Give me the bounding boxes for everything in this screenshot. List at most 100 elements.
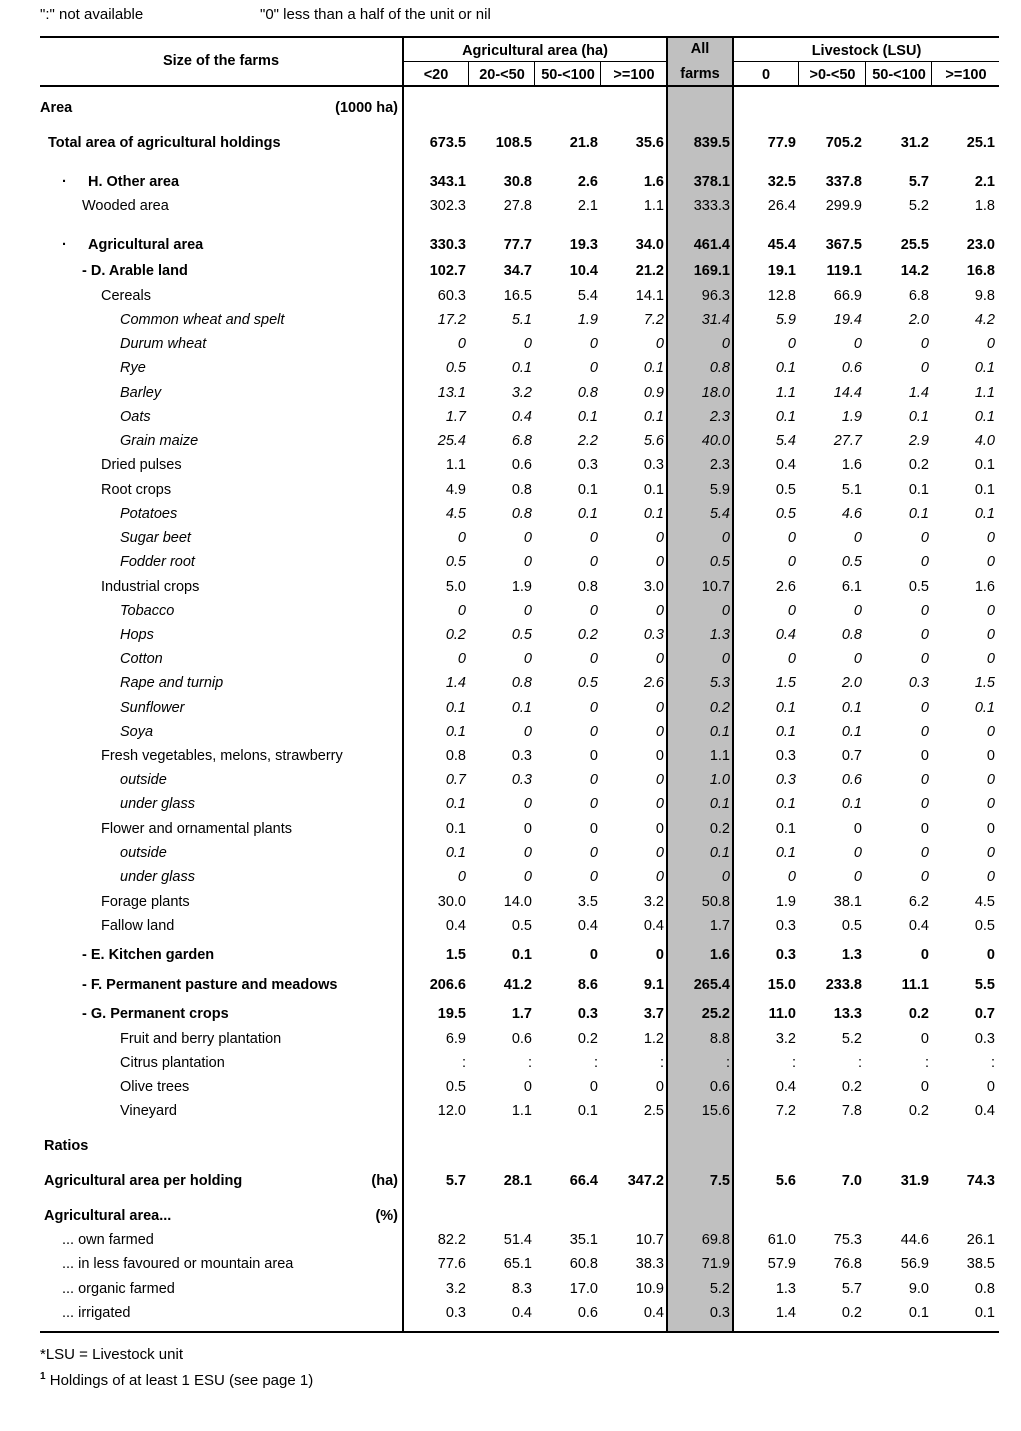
label-column-rule	[402, 36, 404, 1332]
table-cell: 0.9	[643, 385, 664, 401]
table-cell: 40.0	[701, 433, 730, 449]
table-cell: 0.6	[841, 772, 862, 788]
table-cell: 0	[655, 869, 664, 885]
all-farms-header-top: All	[690, 41, 710, 57]
table-cell: 302.3	[429, 198, 466, 214]
table-cell: 3.0	[643, 579, 664, 595]
lsu-subheader-rule	[733, 61, 999, 62]
table-cell: 1.3	[841, 947, 862, 963]
table-cell: 0	[920, 845, 929, 861]
table-cell: 0.4	[643, 918, 664, 934]
table-cell: 0	[523, 845, 532, 861]
table-cell: 0	[920, 700, 929, 716]
footnote-marker: 1	[40, 1371, 46, 1382]
table-cell: 0.2	[709, 700, 730, 716]
table-cell: 0	[589, 772, 598, 788]
table-row: Root crops 4.9 0.8 0.1 0.1 5.9 0.5 5.1 0.1 0.1	[40, 482, 999, 504]
table-cell: 0	[589, 821, 598, 837]
subheader-divider	[600, 62, 601, 86]
table-row: Citrus plantation:::::::::	[40, 1055, 999, 1077]
table-cell: 0	[986, 772, 995, 788]
table-cell: 0.1	[775, 796, 796, 812]
table-row: Barley 13.1 3.2 0.8 0.9 18.0 1.1 14.4 1.4 1.1	[40, 385, 999, 407]
row-label: Soya	[120, 724, 154, 740]
row-unit: (%)	[375, 1208, 398, 1224]
table-cell: 0.1	[445, 724, 466, 740]
table-cell: 0	[589, 748, 598, 764]
table-row: Sugar beet 0 0 0 0 0 0 0 0 0	[40, 530, 999, 552]
row-label: Fodder root	[120, 554, 195, 570]
table-cell: 0.1	[445, 796, 466, 812]
table-cell: 5.6	[775, 1173, 796, 1189]
table-row: Fresh vegetables, melons, strawberry 0.8 0…	[40, 748, 999, 770]
row-label: Rye	[120, 360, 146, 376]
table-cell: 4.5	[974, 894, 995, 910]
table-cell: 0	[986, 748, 995, 764]
table-cell: 0	[986, 796, 995, 812]
table-cell: 0	[589, 947, 598, 963]
table-cell: 0	[655, 1079, 664, 1095]
table-row: - G. Permanent crops 19.5 1.7 0.3 3.7 25.2 11.…	[40, 1006, 999, 1028]
table-cell: 0	[920, 1079, 929, 1095]
table-row: Industrial crops 5.0 1.9 0.8 3.0 10.7 2.6 6.1 0.…	[40, 579, 999, 601]
table-row: Vineyard 12.0 1.1 0.1 2.5 15.6 7.2 7.8 0.2 0.4	[40, 1103, 999, 1125]
table-cell: 0.1	[974, 457, 995, 473]
table-row: Total area of agricultural holdings 673.5…	[40, 135, 999, 157]
table-cell: 6.8	[511, 433, 532, 449]
table-cell: 1.5	[445, 947, 466, 963]
table-row: under glass 0 0 0 0 0 0 0 0 0	[40, 869, 999, 891]
table-cell: 0	[655, 336, 664, 352]
table-cell: 0	[721, 651, 730, 667]
table-cell: 1.4	[445, 675, 466, 691]
table-cell: 0.6	[511, 1031, 532, 1047]
row-label: Cotton	[120, 651, 163, 667]
table-cell: 0	[920, 603, 929, 619]
table-cell: 1.9	[511, 579, 532, 595]
table-cell: 0	[920, 947, 929, 963]
subheader-agri-lt20: <20	[423, 67, 449, 83]
table-cell: 1.5	[775, 675, 796, 691]
table-row: Tobacco 0 0 0 0 0 0 0 0 0	[40, 603, 999, 625]
table-cell: 0	[523, 651, 532, 667]
table-cell: 0.5	[445, 360, 466, 376]
table-cell: 0	[920, 772, 929, 788]
table-cell: 0	[986, 651, 995, 667]
table-cell: 0	[457, 869, 466, 885]
table-cell: 1.1	[511, 1103, 532, 1119]
table-cell: :	[659, 1055, 664, 1071]
table-cell: 0	[523, 603, 532, 619]
row-label: Cereals	[101, 288, 151, 304]
table-cell: 50.8	[701, 894, 730, 910]
table-cell: 0	[721, 869, 730, 885]
table-cell: 21.8	[569, 135, 598, 151]
table-cell: 19.3	[569, 237, 598, 253]
table-cell: 2.6	[775, 579, 796, 595]
table-cell: 28.1	[503, 1173, 532, 1189]
table-cell: 27.7	[833, 433, 862, 449]
table-cell: 233.8	[825, 977, 862, 993]
table-cell: 0.5	[577, 675, 598, 691]
table-cell: 8.8	[709, 1031, 730, 1047]
table-cell: 25.4	[437, 433, 466, 449]
table-cell: 0	[787, 336, 796, 352]
table-cell: 0	[787, 869, 796, 885]
table-cell: 0	[655, 772, 664, 788]
table-cell: 3.2	[643, 894, 664, 910]
row-label: outside	[120, 845, 167, 861]
table-cell: 9.0	[908, 1281, 929, 1297]
table-cell: 2.1	[577, 198, 598, 214]
table-cell: 1.1	[643, 198, 664, 214]
table-cell: 0	[986, 627, 995, 643]
table-cell: 18.0	[701, 385, 730, 401]
table-cell: 3.2	[775, 1031, 796, 1047]
table-cell: 0	[655, 947, 664, 963]
table-cell: 17.2	[437, 312, 466, 328]
table-cell: 25.1	[966, 135, 995, 151]
table-cell: 0.8	[974, 1281, 995, 1297]
table-cell: 108.5	[495, 135, 532, 151]
table-cell: 0	[853, 869, 862, 885]
table-cell: 0.1	[577, 1103, 598, 1119]
table-cell: 0.1	[577, 409, 598, 425]
table-cell: 3.2	[445, 1281, 466, 1297]
table-cell: 0	[986, 947, 995, 963]
